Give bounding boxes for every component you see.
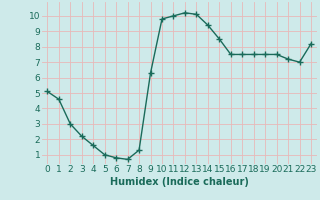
X-axis label: Humidex (Indice chaleur): Humidex (Indice chaleur) — [110, 177, 249, 187]
